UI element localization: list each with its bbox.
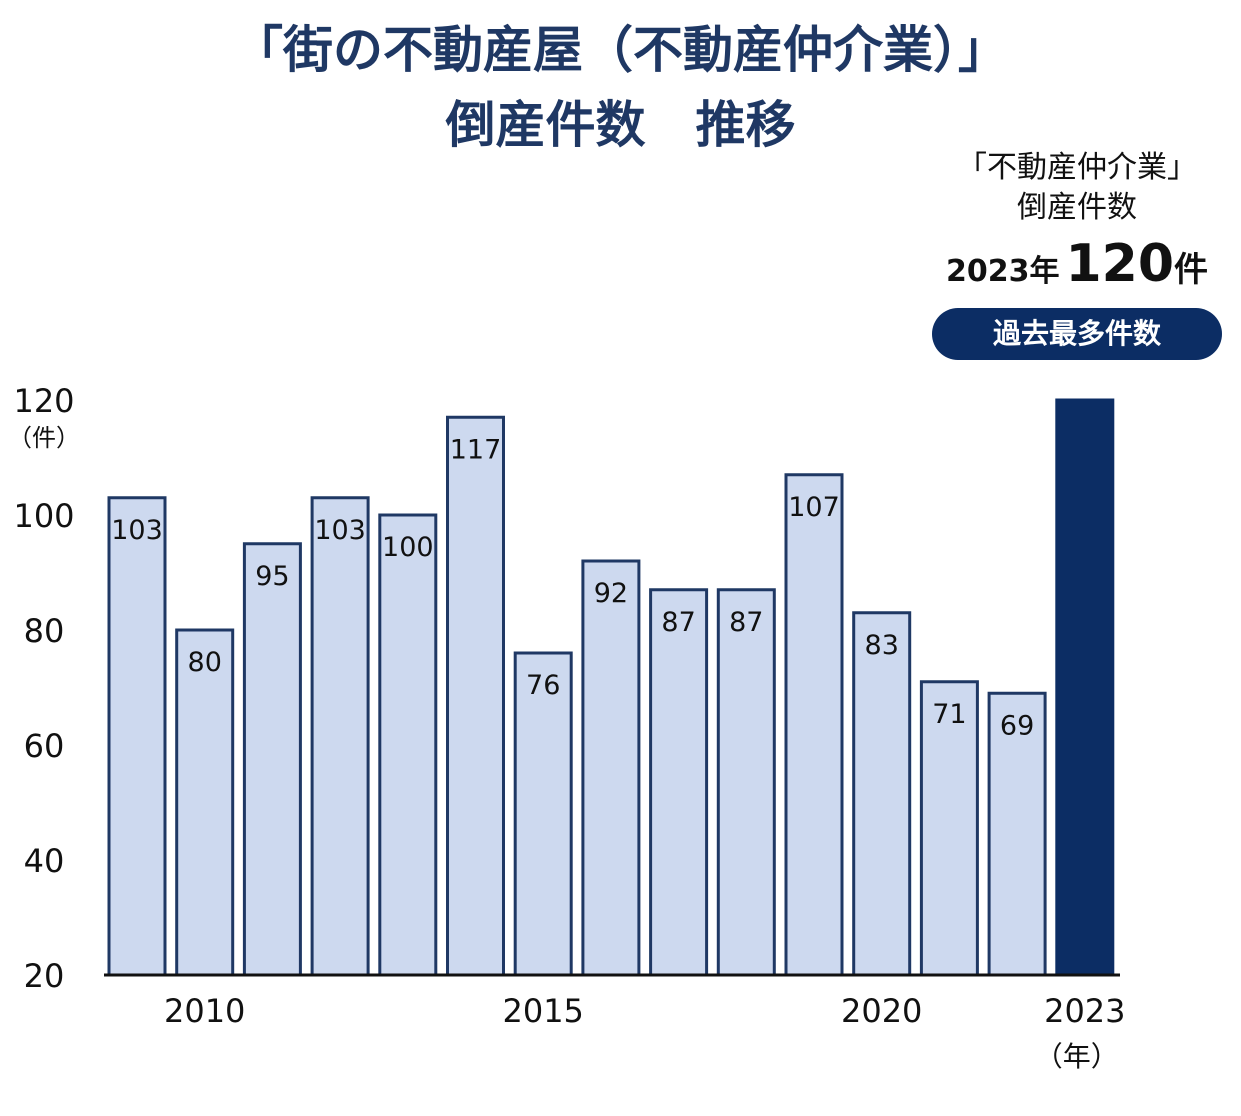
y-tick-label: 80 xyxy=(24,612,65,650)
x-axis-unit: （年） xyxy=(1035,1040,1119,1073)
bar xyxy=(310,496,370,977)
y-tick-label: 20 xyxy=(24,957,65,995)
callout-value: 120 xyxy=(1065,234,1175,294)
bar-data-label: 87 xyxy=(729,607,763,638)
bar xyxy=(175,628,235,977)
bar-data-label: 117 xyxy=(450,434,502,465)
y-tick-label: 100 xyxy=(13,497,74,535)
bar xyxy=(784,473,844,977)
bar xyxy=(649,588,709,977)
y-tick-label: 60 xyxy=(24,727,65,765)
bar-data-label: 100 xyxy=(382,532,434,563)
chart-title-line2: 倒産件数 推移 xyxy=(445,96,796,154)
y-tick-label: 40 xyxy=(24,842,65,880)
bar-data-label: 107 xyxy=(788,492,840,523)
callout-unit: 件 xyxy=(1174,250,1209,290)
x-tick-label: 2015 xyxy=(502,992,583,1030)
bar xyxy=(852,611,912,977)
chart-title-line1: 「街の不動産屋（不動産仲介業）」 xyxy=(233,21,1008,79)
bar xyxy=(242,542,302,977)
bar xyxy=(446,415,505,977)
bar-data-label: 76 xyxy=(526,670,560,701)
bar xyxy=(919,680,979,977)
x-tick-label: 2010 xyxy=(164,992,245,1030)
record-high-badge: 過去最多件数 xyxy=(932,308,1222,360)
bar xyxy=(107,496,167,977)
bar-highlight xyxy=(1055,398,1115,977)
bar-data-label: 95 xyxy=(255,561,289,592)
y-tick-label: 120 xyxy=(13,382,74,420)
bar-data-label: 87 xyxy=(661,607,695,638)
bar xyxy=(716,588,776,977)
callout-category: 「不動産仲介業」 xyxy=(957,150,1197,185)
bar xyxy=(513,651,573,977)
x-tick-label: 2020 xyxy=(841,992,922,1030)
bar-data-label: 92 xyxy=(594,578,628,609)
bar-data-label: 103 xyxy=(314,515,366,546)
bar xyxy=(581,559,641,977)
callout-metric: 倒産件数 xyxy=(1017,190,1137,225)
bar xyxy=(378,513,438,977)
bar xyxy=(987,691,1047,977)
callout-value-line: 2023年 120件 xyxy=(927,234,1227,294)
highlight-callout: 「不動産仲介業」 倒産件数 2023年 120件 過去最多件数 xyxy=(927,148,1227,360)
x-tick-label: 2023 xyxy=(1044,992,1125,1030)
callout-year: 2023年 xyxy=(945,254,1060,289)
bar-data-label: 69 xyxy=(1000,710,1034,741)
bar-data-label: 83 xyxy=(865,630,899,661)
y-axis-unit: （件） xyxy=(8,424,80,452)
bar-data-label: 80 xyxy=(188,647,222,678)
bar-data-label: 71 xyxy=(932,699,966,730)
bar-data-label: 103 xyxy=(111,515,163,546)
